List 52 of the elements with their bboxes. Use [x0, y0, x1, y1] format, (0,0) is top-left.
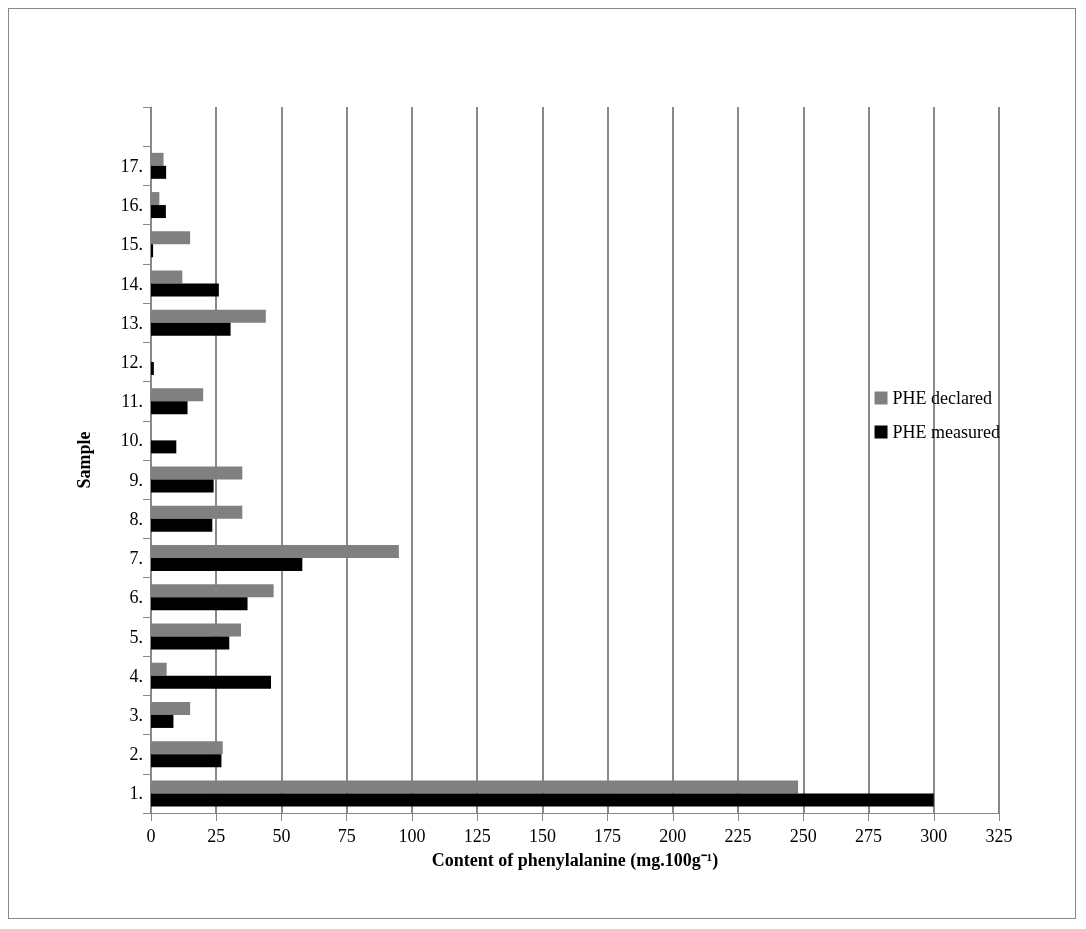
x-tick-label: 200 — [659, 826, 687, 846]
y-tick-label: 13. — [120, 312, 143, 333]
y-tick-label: 9. — [129, 469, 143, 490]
x-tick-label: 300 — [920, 826, 948, 846]
y-tick-label: 2. — [129, 744, 143, 765]
legend-label: PHE measured — [892, 422, 1001, 442]
bar — [151, 636, 230, 650]
x-tick-label: 250 — [789, 826, 817, 846]
bar — [151, 597, 248, 611]
x-tick-label: 325 — [985, 826, 1013, 846]
y-tick-label: 10. — [120, 430, 143, 451]
bar — [151, 440, 177, 454]
y-tick-label: 1. — [129, 783, 143, 804]
y-tick-label: 12. — [120, 351, 143, 372]
bar — [151, 401, 188, 415]
bar — [151, 714, 174, 728]
y-tick-label: 6. — [129, 587, 143, 608]
x-axis-title: Content of phenylalanine (mg.100g⁻¹) — [431, 850, 719, 871]
legend-label: PHE declared — [892, 388, 992, 408]
bar — [151, 793, 934, 807]
bar — [151, 283, 219, 297]
bar — [151, 205, 166, 219]
y-tick-label: 17. — [120, 155, 143, 176]
x-tick-label: 0 — [146, 826, 156, 846]
y-tick-label: 5. — [129, 626, 143, 647]
x-tick-label: 150 — [528, 826, 556, 846]
x-tick-label: 225 — [724, 826, 752, 846]
bar — [151, 165, 167, 179]
y-tick-label: 7. — [129, 548, 143, 569]
y-tick-label: 14. — [120, 273, 143, 294]
y-tick-label: 15. — [120, 234, 143, 255]
bar — [151, 675, 272, 689]
y-tick-label: 11. — [121, 391, 143, 412]
x-tick-label: 100 — [398, 826, 426, 846]
x-tick-label: 25 — [207, 826, 226, 846]
y-axis-title: Sample — [74, 431, 94, 489]
bar — [151, 322, 231, 336]
y-tick-label: 3. — [129, 704, 143, 725]
y-tick-label: 4. — [129, 665, 143, 686]
x-tick-label: 125 — [463, 826, 491, 846]
bar — [151, 479, 214, 493]
bar — [151, 558, 303, 572]
bar — [151, 244, 154, 258]
x-tick-label: 175 — [594, 826, 622, 846]
bar — [151, 754, 222, 768]
y-tick-label: 16. — [120, 195, 143, 216]
y-tick-label: 8. — [129, 508, 143, 529]
bar — [151, 361, 154, 375]
x-tick-label: 275 — [855, 826, 883, 846]
x-tick-label: 75 — [337, 826, 356, 846]
bar — [151, 518, 213, 532]
x-tick-label: 50 — [272, 826, 291, 846]
